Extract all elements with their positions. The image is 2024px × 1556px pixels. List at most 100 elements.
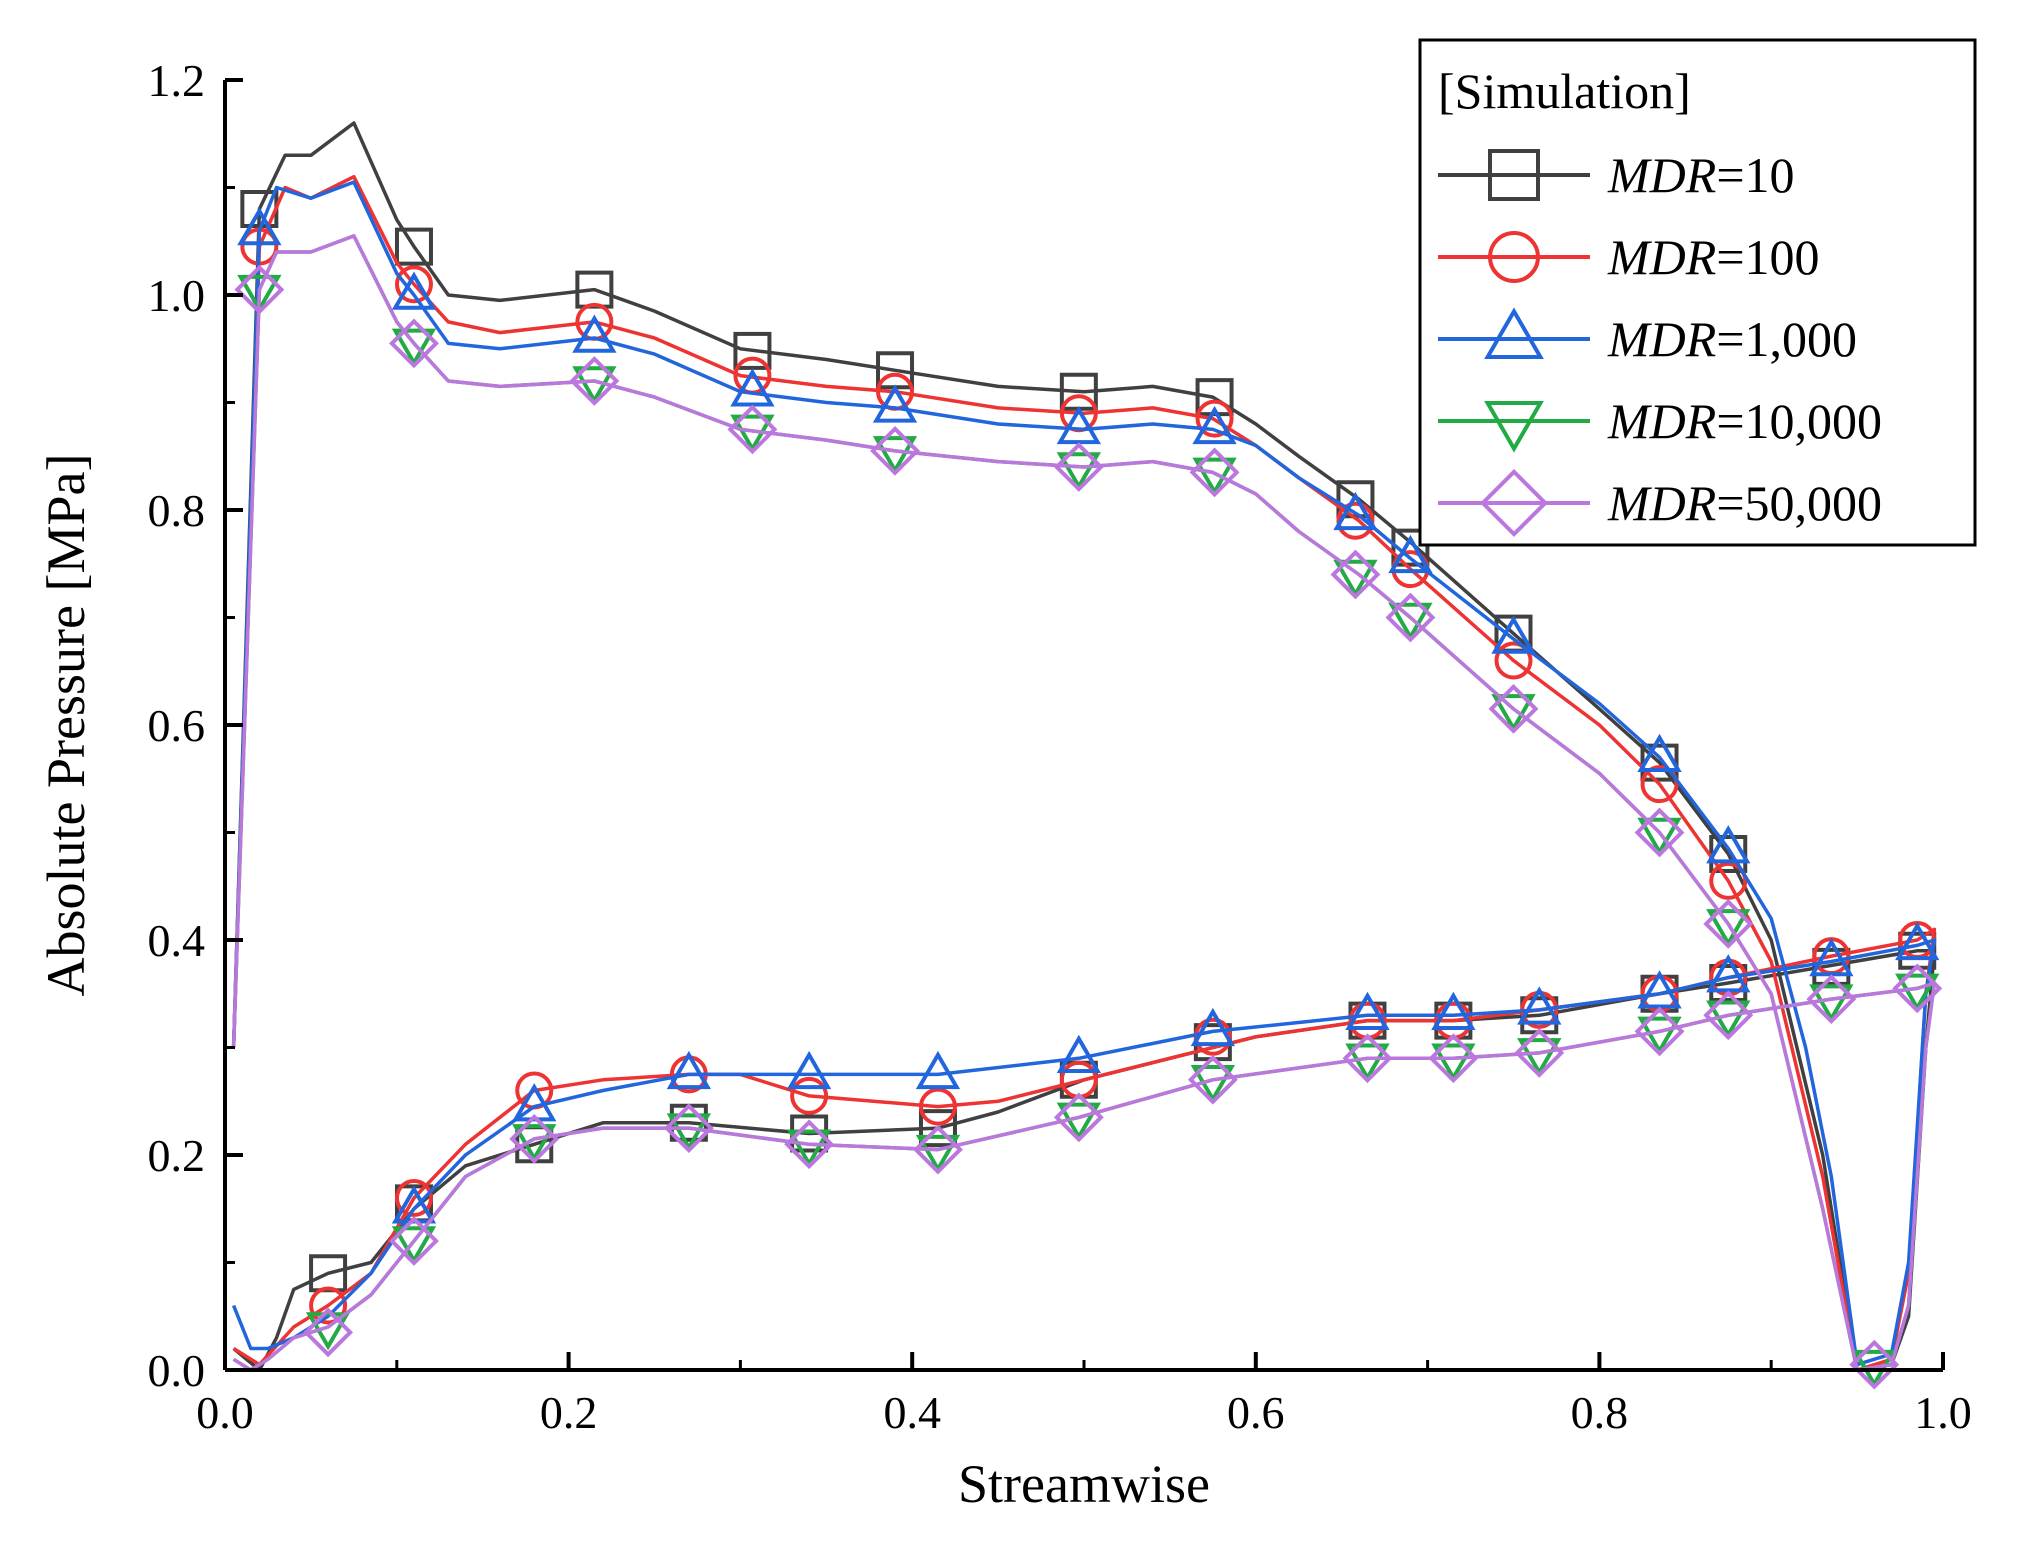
data-point: [1488, 683, 1539, 734]
legend-prefix: MDR: [1607, 393, 1716, 449]
data-point: [1193, 1017, 1232, 1056]
data-point: [1517, 1038, 1562, 1077]
data-point: [666, 1113, 712, 1152]
data-point: [1431, 1043, 1476, 1082]
data-point: [1053, 442, 1104, 492]
y-tick-label: 0.0: [148, 1345, 206, 1396]
legend-title: [Simulation]: [1438, 63, 1691, 119]
data-point: [1892, 963, 1943, 1014]
legend-marker: [1488, 149, 1540, 201]
data-point: [309, 1286, 348, 1325]
legend-value: =1,000: [1716, 311, 1857, 367]
legend-label: MDR=100: [1607, 229, 1820, 285]
data-point: [1345, 991, 1390, 1030]
data-point: [1192, 457, 1237, 496]
data-point: [1517, 986, 1562, 1025]
data-point: [391, 1226, 437, 1265]
legend-label: MDR=1,000: [1607, 311, 1857, 367]
data-point: [790, 1076, 829, 1115]
x-tick-label: 0.2: [540, 1387, 598, 1438]
legend-entry-5: MDR=50,000: [1438, 468, 1882, 538]
data-point: [1431, 991, 1476, 1030]
legend-value: =10,000: [1716, 393, 1882, 449]
data-point: [1494, 641, 1533, 680]
data-point: [1187, 1054, 1238, 1105]
legend-label: MDR=10: [1607, 147, 1795, 203]
legend-label: MDR=50,000: [1607, 475, 1882, 531]
x-tick-label: 0.0: [196, 1387, 254, 1438]
data-point: [394, 1179, 433, 1217]
data-point: [1345, 1043, 1390, 1082]
data-point: [733, 331, 772, 370]
y-tick-label: 0.6: [148, 700, 206, 751]
data-point: [1056, 1034, 1102, 1073]
legend-box: [1418, 38, 1977, 547]
data-point: [1809, 984, 1854, 1023]
data-point: [1640, 765, 1679, 804]
series-line: [231, 234, 1937, 1372]
data-point: [1056, 452, 1102, 491]
data-point: [1849, 1339, 1900, 1390]
series-line: [231, 180, 1937, 1367]
data-point: [1391, 528, 1430, 567]
data-point: [1192, 405, 1237, 445]
data-point: [1514, 1027, 1565, 1078]
data-point: [1053, 1092, 1104, 1143]
data-point: [237, 274, 282, 314]
data-point: [509, 1113, 560, 1164]
data-point: [870, 425, 920, 476]
y-tick-label: 0.8: [148, 485, 206, 536]
legend-value: =10: [1716, 147, 1794, 203]
axes-layer: 0.0 0.2 0.4 0.6 0.8 1.0 0.0 0.2 0.4 0.6 0.8 1.0 1.2: [148, 55, 1972, 1438]
data-point: [1706, 909, 1751, 948]
series-5: [231, 234, 1943, 1390]
data-point: [1895, 973, 1940, 1012]
data-point: [394, 227, 433, 266]
data-point: [872, 384, 918, 423]
data-point: [1385, 592, 1436, 643]
data-point: [1491, 694, 1536, 733]
data-point: [663, 1103, 714, 1154]
data-point: [572, 314, 617, 353]
data-point: [1189, 447, 1240, 498]
legend-marker: [1479, 468, 1549, 538]
y-tick-label: 1.2: [148, 55, 206, 106]
data-point: [727, 404, 778, 455]
data-point: [1634, 1006, 1685, 1057]
data-point: [918, 1087, 957, 1126]
data-point: [666, 1050, 712, 1090]
data-point: [1706, 825, 1751, 864]
data-point: [234, 264, 285, 315]
legend-prefix: MDR: [1607, 229, 1716, 285]
x-tick-label: 1.0: [1914, 1387, 1972, 1438]
data-point: [1190, 1007, 1236, 1047]
legend: [Simulation] MDR=10MDR=100MDR=1,000MDR=1…: [1418, 38, 1977, 547]
data-point: [394, 265, 433, 304]
legend-prefix: MDR: [1607, 147, 1716, 203]
legend-marker: [1484, 307, 1544, 359]
data-point: [1388, 602, 1433, 642]
data-point: [915, 1050, 961, 1090]
data-point: [784, 1119, 835, 1170]
data-point: [1388, 534, 1433, 574]
legend-entry-4: MDR=10,000: [1438, 393, 1882, 453]
data-point: [1330, 549, 1381, 600]
data-point: [389, 1216, 439, 1266]
data-point: [1895, 921, 1940, 961]
data-point: [1637, 733, 1682, 772]
data-point: [1806, 974, 1857, 1025]
legend-prefix: MDR: [1607, 475, 1716, 531]
data-point: [237, 206, 282, 246]
data-point: [391, 271, 437, 310]
legend-value: =50,000: [1716, 475, 1882, 531]
x-axis-title: Streamwise: [958, 1454, 1210, 1514]
legend-entry-1: MDR=10: [1438, 147, 1795, 203]
data-point: [1637, 817, 1682, 857]
data-point: [1336, 501, 1375, 540]
y-tick-label: 0.4: [148, 915, 206, 966]
legend-prefix: MDR: [1607, 311, 1716, 367]
legend-entry-2: MDR=100: [1438, 229, 1820, 285]
data-point: [1342, 1033, 1393, 1084]
series-layer: [231, 121, 1943, 1390]
